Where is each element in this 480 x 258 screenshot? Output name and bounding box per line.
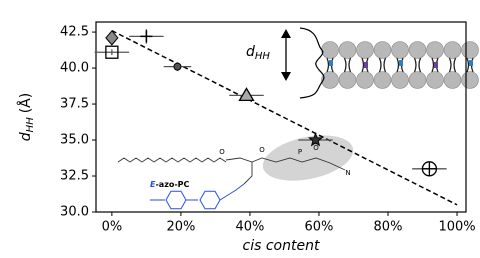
y-label-sub: HH <box>25 117 36 133</box>
lipid-head <box>373 71 392 89</box>
x-axis-label: cis content <box>243 238 320 254</box>
inset-label-main: d <box>246 44 255 60</box>
y-tick-label: 37.5 <box>60 97 89 112</box>
azo-tail <box>434 62 438 68</box>
y-label-unit: (Å) <box>17 93 34 114</box>
lipid-head <box>356 41 374 59</box>
point <box>173 62 182 71</box>
point <box>105 30 119 46</box>
x-tick-label: 20% <box>166 220 195 235</box>
azo-tail <box>469 60 473 66</box>
lipid-head <box>321 71 339 89</box>
lipid-tail <box>378 57 387 73</box>
inset-label-sub: HH <box>255 51 271 62</box>
y-tick-label: 32.5 <box>60 169 89 184</box>
point <box>105 45 119 59</box>
lipid-tail <box>343 57 352 73</box>
y-tick-label: 35.0 <box>60 133 89 148</box>
y-label-main: d <box>18 132 34 141</box>
molecule-name: E-azo-PC <box>150 180 190 189</box>
azo-tail <box>364 62 368 68</box>
y-tick-label: 42.5 <box>60 25 89 40</box>
plot-frame <box>95 21 467 213</box>
lipid-head <box>391 41 409 59</box>
y-axis-label: dHH (Å) <box>17 93 36 141</box>
molecule-name-rest: -azo-PC <box>155 180 189 189</box>
lipid-head <box>408 71 427 89</box>
density-profile <box>299 27 325 99</box>
point <box>140 30 153 43</box>
inset-label: dHH <box>246 44 270 62</box>
x-tick-label: 60% <box>305 220 334 235</box>
x-tick-label: 40% <box>235 220 264 235</box>
lipid-head <box>373 41 392 59</box>
acyl-chain <box>117 157 227 163</box>
lipid-head <box>443 71 462 89</box>
lipid-head <box>408 41 427 59</box>
x-tick-label: 100% <box>438 220 475 235</box>
atom-label: O <box>259 146 265 154</box>
azo-ring <box>199 190 221 210</box>
lipid-head <box>356 71 374 89</box>
y-tick-label: 40.0 <box>60 61 89 76</box>
x-tick-label: 80% <box>374 220 403 235</box>
lipid-head <box>443 41 462 59</box>
headgroup-highlight <box>262 135 354 181</box>
azo-tail <box>399 60 403 66</box>
point <box>238 87 255 102</box>
lipid-head <box>426 71 444 89</box>
lipid-head <box>321 41 339 59</box>
lipid-head <box>426 41 444 59</box>
glycerol <box>225 157 346 185</box>
atom-label: P <box>298 148 302 156</box>
lipid-head <box>461 41 479 59</box>
atom-label: N <box>345 169 350 177</box>
lipid-head <box>338 41 357 59</box>
lipid-tail <box>413 57 422 73</box>
azo-ring <box>165 190 187 210</box>
azo-tail <box>329 60 333 66</box>
point <box>421 161 438 177</box>
atom-label: O <box>219 148 225 156</box>
y-tick-label: 30.0 <box>60 205 89 220</box>
azo-group <box>150 183 245 201</box>
molecule-name-prefix: E <box>150 180 156 189</box>
point <box>307 132 324 147</box>
x-tick-label: 0% <box>102 220 123 235</box>
lipid-tail <box>448 57 457 73</box>
lipid-head <box>461 71 479 89</box>
lipid-head <box>338 71 357 89</box>
fit-line <box>111 29 458 206</box>
atom-label: O <box>313 144 319 152</box>
lipid-head <box>391 71 409 89</box>
